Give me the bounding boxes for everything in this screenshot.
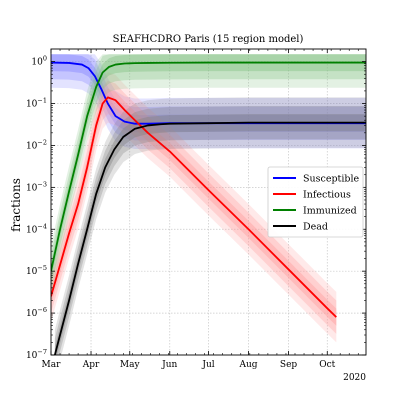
y-tick-base: 10 <box>26 141 38 151</box>
y-tick-base: 10 <box>31 58 43 68</box>
y-tick-exponent: −3 <box>37 180 47 188</box>
y-tick-exponent: −5 <box>37 264 47 272</box>
y-tick-exponent: −4 <box>37 222 47 230</box>
y-tick-exponent: 0 <box>43 55 47 63</box>
series-band-susceptible <box>51 54 366 133</box>
series-line-immunized <box>51 61 366 272</box>
y-tick-base: 10 <box>26 351 38 361</box>
series-band-immunized <box>51 54 366 288</box>
x-tick-label: Apr <box>82 360 100 370</box>
y-tick-exponent: −1 <box>37 97 47 105</box>
y-tick-base: 10 <box>26 225 38 235</box>
y-tick-exponent: −6 <box>37 306 47 314</box>
series-band-susceptible <box>51 54 366 149</box>
series-line-dead <box>53 121 366 355</box>
y-tick-label: 10−5 <box>26 264 47 277</box>
x-axis-ticks: Mar Apr May Jun Jul Aug Sep Oct <box>42 49 359 370</box>
series-band-dead <box>54 105 366 355</box>
series-band-immunized <box>51 54 366 297</box>
y-tick-base: 10 <box>26 267 38 277</box>
y-tick-label: 10−1 <box>26 97 47 110</box>
y-tick-label: 10−4 <box>26 222 47 235</box>
x-tick-label: Mar <box>42 360 62 370</box>
legend: Susceptible Infectious Immunized Dead <box>267 166 364 238</box>
plot-area: Mar Apr May Jun Jul Aug Sep Oct10−710−610−510−4… <box>26 48 367 370</box>
y-tick-label: 10−7 <box>26 348 47 361</box>
y-tick-label: 10−2 <box>26 138 47 151</box>
legend-label-infectious: Infectious <box>303 190 351 201</box>
x-year-label: 2020 <box>343 373 366 383</box>
y-tick-label: 100 <box>31 55 47 68</box>
y-tick-base: 10 <box>26 309 38 319</box>
x-tick-label: Oct <box>319 360 335 370</box>
y-tick-exponent: −2 <box>37 138 47 146</box>
x-tick-label: Aug <box>238 360 257 370</box>
legend-label-immunized: Immunized <box>303 206 357 217</box>
y-tick-label: 10−3 <box>26 180 47 193</box>
legend-box <box>267 166 364 238</box>
series-layer <box>51 54 366 355</box>
y-tick-base: 10 <box>26 183 38 193</box>
legend-label-susceptible: Susceptible <box>303 174 360 185</box>
x-tick-label: Jul <box>201 360 214 370</box>
x-tick-label: Sep <box>280 360 297 370</box>
legend-label-dead: Dead <box>303 222 328 233</box>
y-tick-label: 10−6 <box>26 306 47 319</box>
series-line-infectious <box>51 96 337 318</box>
chart-title: SEAFHCDRO Paris (15 region model) <box>113 34 304 45</box>
x-tick-label: May <box>120 360 141 370</box>
series-band-susceptible <box>51 54 366 141</box>
y-tick-base: 10 <box>26 100 38 110</box>
y-tick-exponent: −7 <box>37 348 47 356</box>
x-tick-label: Jun <box>161 360 177 370</box>
y-axis-label: fractions <box>9 178 23 232</box>
